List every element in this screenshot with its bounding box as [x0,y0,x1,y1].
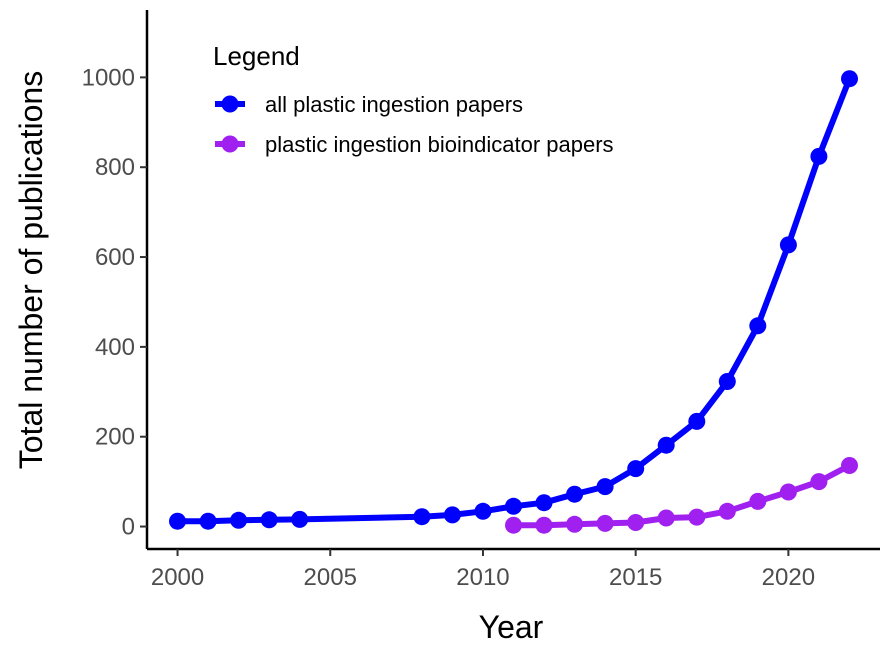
series-2 [505,457,858,534]
data-point [780,236,797,253]
data-point [780,484,797,501]
x-tick-label: 2015 [609,564,662,591]
data-point [749,317,766,334]
data-point [688,413,705,430]
data-point [566,516,583,533]
data-point [658,437,675,454]
data-point [291,511,308,528]
data-point [749,493,766,510]
data-point [627,460,644,477]
legend-item-1: all plastic ingestion papers [215,92,523,117]
legend-label: all plastic ingestion papers [265,92,523,117]
legend-marker [222,136,239,153]
legend-title: Legend [213,41,300,71]
data-point [810,148,827,165]
data-point [536,494,553,511]
data-point [841,70,858,87]
y-tick-label: 200 [95,424,135,451]
x-tick-label: 2000 [151,564,204,591]
y-tick-label: 0 [122,514,135,541]
x-tick-label: 2005 [304,564,357,591]
data-point [536,517,553,534]
x-ticks: 2000 2005 2010 2015 2020 [151,549,815,591]
y-tick-label: 1000 [82,64,135,91]
data-point [475,503,492,520]
legend: Legend all plastic ingestion papers plast… [213,41,614,157]
data-point [261,511,278,528]
x-tick-label: 2020 [762,564,815,591]
data-point [810,473,827,490]
data-point [413,508,430,525]
x-tick-label: 2010 [456,564,509,591]
legend-item-2: plastic ingestion bioindicator papers [215,132,614,157]
data-point [444,506,461,523]
data-point [719,503,736,520]
data-point [658,510,675,527]
y-ticks: 0 200 400 600 800 1000 [82,64,147,540]
y-tick-label: 400 [95,334,135,361]
data-point [841,457,858,474]
data-point [597,478,614,495]
data-point [505,498,522,515]
y-tick-label: 600 [95,244,135,271]
legend-marker [222,96,239,113]
x-axis-title: Year [479,609,544,645]
legend-items: all plastic ingestion papers plastic inge… [215,92,614,157]
legend-label: plastic ingestion bioindicator papers [265,132,614,157]
data-point [688,509,705,526]
data-point [169,513,186,530]
data-point [566,486,583,503]
y-tick-label: 800 [95,154,135,181]
data-point [627,514,644,531]
data-point [200,513,217,530]
y-axis-title: Total number of publications [13,71,49,469]
data-point [505,517,522,534]
data-point [230,512,247,529]
data-point [597,515,614,532]
data-point [719,373,736,390]
